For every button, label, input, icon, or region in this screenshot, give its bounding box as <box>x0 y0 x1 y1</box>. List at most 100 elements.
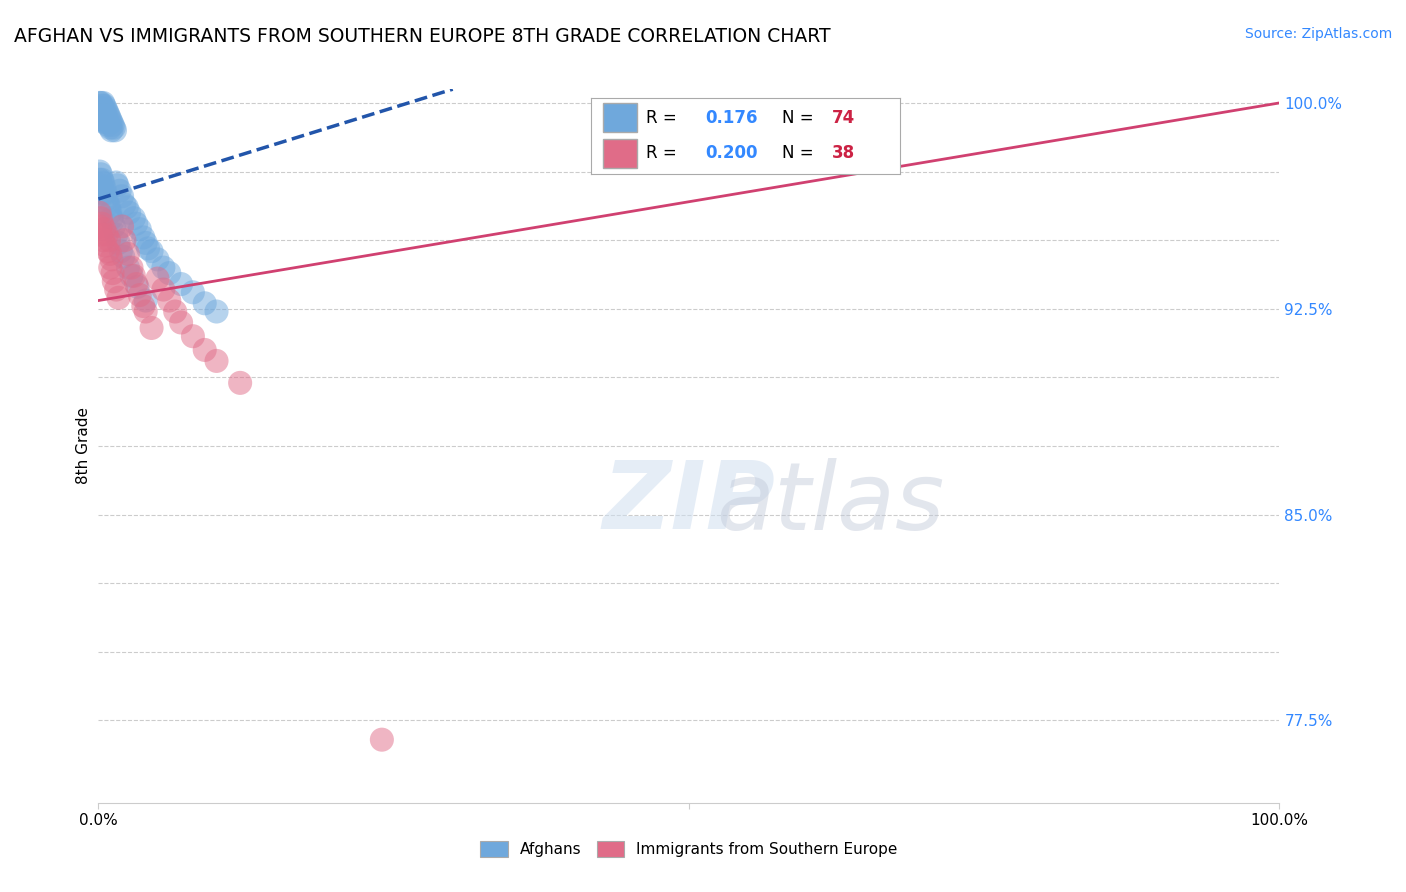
Text: ZIP: ZIP <box>603 457 775 549</box>
Point <box>90 211 112 226</box>
Point <box>89 205 111 219</box>
Point <box>107 291 129 305</box>
Point <box>93 115 115 129</box>
Point <box>122 268 145 283</box>
Point <box>136 241 159 255</box>
Text: 0.200: 0.200 <box>704 145 758 162</box>
Point <box>98 110 121 124</box>
Point <box>141 244 163 259</box>
Point <box>110 244 132 259</box>
Point <box>229 376 252 390</box>
Point <box>146 271 169 285</box>
Y-axis label: 8th Grade: 8th Grade <box>76 408 91 484</box>
Point <box>89 219 111 234</box>
Point <box>94 102 117 116</box>
Point <box>90 112 112 127</box>
Text: 0.176: 0.176 <box>704 109 758 127</box>
Point <box>105 178 128 193</box>
Point <box>97 107 120 121</box>
Point <box>93 98 115 112</box>
Text: Source: ZipAtlas.com: Source: ZipAtlas.com <box>1244 27 1392 41</box>
Point <box>96 227 118 242</box>
Point <box>90 102 112 116</box>
Point <box>90 178 112 193</box>
Point <box>121 268 143 283</box>
Point <box>91 217 114 231</box>
Point <box>105 283 128 297</box>
Point <box>105 227 128 242</box>
Point <box>93 107 115 121</box>
Point <box>135 235 157 250</box>
Point <box>135 293 157 308</box>
Point <box>194 296 217 310</box>
Point <box>157 266 180 280</box>
Point <box>111 219 134 234</box>
Point <box>100 115 122 129</box>
Point <box>101 214 124 228</box>
Point <box>112 233 135 247</box>
Point <box>94 186 117 201</box>
Point <box>96 192 118 206</box>
Point <box>91 181 114 195</box>
Point <box>89 173 111 187</box>
Point <box>89 164 111 178</box>
Point <box>97 197 120 211</box>
Point <box>205 354 228 368</box>
Point <box>91 104 114 119</box>
Point <box>89 107 111 121</box>
Point <box>101 118 124 132</box>
Point <box>165 304 187 318</box>
Point <box>91 173 114 187</box>
Point <box>91 95 114 110</box>
Point <box>94 238 117 252</box>
Point <box>127 280 149 294</box>
Point <box>181 285 204 300</box>
Point <box>152 283 174 297</box>
Point <box>125 217 148 231</box>
Point <box>98 233 121 247</box>
Point <box>125 277 148 291</box>
Point <box>98 112 121 127</box>
Point <box>103 274 125 288</box>
Point <box>91 176 114 190</box>
Point <box>105 176 128 190</box>
Text: N =: N = <box>782 109 814 127</box>
Point <box>170 277 193 291</box>
Text: R =: R = <box>647 109 676 127</box>
Text: atlas: atlas <box>717 458 945 549</box>
Point <box>135 304 157 318</box>
Point <box>101 266 124 280</box>
Point <box>96 115 118 129</box>
Point <box>104 123 127 137</box>
Point <box>146 252 169 267</box>
Point <box>103 219 125 234</box>
Point <box>98 200 121 214</box>
Point <box>90 167 112 181</box>
Point <box>112 197 135 211</box>
Point <box>98 260 121 275</box>
Point <box>157 293 180 308</box>
Point <box>117 260 139 275</box>
Point <box>112 250 135 264</box>
Point <box>181 329 204 343</box>
Point <box>98 247 121 261</box>
Text: R =: R = <box>647 145 676 162</box>
Point <box>89 95 111 110</box>
Point <box>97 118 120 132</box>
Point <box>141 321 163 335</box>
Point <box>94 112 117 127</box>
Point <box>132 230 155 244</box>
Point <box>111 189 134 203</box>
Point <box>96 104 118 119</box>
Point <box>98 205 121 219</box>
Point <box>170 316 193 330</box>
Point <box>97 244 120 259</box>
Point <box>132 299 155 313</box>
Point <box>122 211 145 226</box>
Point <box>371 732 394 747</box>
Point <box>103 120 125 135</box>
Point <box>107 235 129 250</box>
Point <box>194 343 217 357</box>
Point <box>128 222 150 236</box>
Point <box>100 252 122 267</box>
